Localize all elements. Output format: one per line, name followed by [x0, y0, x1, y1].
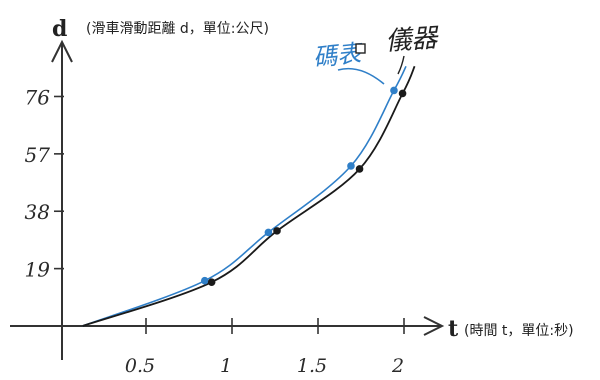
data-point-series-1: [355, 165, 364, 173]
y-tick-label: 76: [25, 85, 51, 109]
x-tick-label: 2: [391, 355, 404, 377]
series-curve-0: [82, 65, 407, 327]
y-axis-label: (滑車滑動距離 d，單位:公尺): [86, 20, 269, 37]
data-point-series-0: [200, 276, 209, 285]
series-label-instrument-leader: [397, 55, 405, 75]
points: [200, 86, 407, 287]
x-axis-arrow: [423, 316, 445, 336]
data-point-series-1: [398, 89, 407, 98]
ticks: 19 38 57 76 0.5 1 1.5 2: [25, 85, 405, 377]
x-tick-label: 1: [220, 355, 232, 377]
series-curve-1: [82, 65, 416, 327]
x-axis-label: (時間 t，單位:秒): [464, 323, 574, 339]
x-tick-label: 1.5: [297, 355, 327, 377]
curves: [82, 65, 416, 327]
axes: [10, 39, 445, 360]
marker-square: [355, 43, 366, 54]
series-label-stopwatch-leader: [337, 67, 385, 85]
series-label-instrument: 儀器: [384, 23, 440, 57]
data-point-series-1: [207, 278, 216, 287]
data-point-series-0: [264, 228, 273, 237]
data-point-series-0: [347, 162, 355, 170]
y-axis-arrow: [51, 39, 73, 63]
y-axis-symbol: d: [52, 16, 67, 42]
x-tick-label: 0.5: [125, 355, 155, 377]
y-tick-label: 19: [25, 258, 51, 282]
y-tick-label: 57: [25, 143, 51, 167]
data-point-series-0: [390, 86, 398, 95]
y-tick-label: 38: [25, 200, 50, 224]
x-axis-symbol: t: [448, 316, 459, 342]
data-point-series-1: [273, 227, 281, 235]
